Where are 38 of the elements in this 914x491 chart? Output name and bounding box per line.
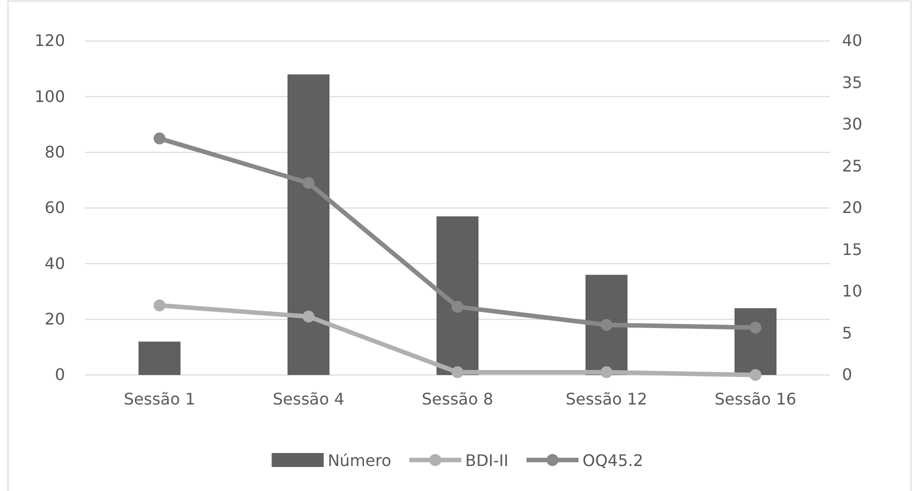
- point: [750, 322, 762, 334]
- point: [600, 366, 612, 378]
- y-tick-label: 100: [34, 86, 65, 106]
- y2-tick-label: 25: [842, 156, 862, 176]
- point: [750, 369, 762, 381]
- x-tick-label: Sessão 8: [422, 389, 494, 408]
- bar: [734, 308, 776, 375]
- y2-tick-label: 35: [842, 72, 862, 92]
- x-tick-label: Sessão 1: [124, 389, 196, 408]
- point: [154, 300, 166, 312]
- point: [452, 366, 464, 378]
- x-tick-label: Sessão 16: [714, 389, 796, 408]
- y-tick-label: 60: [44, 198, 65, 218]
- bar: [138, 342, 180, 375]
- y-tick-label: 40: [44, 254, 65, 273]
- x-tick-label: Sessão 12: [566, 389, 648, 408]
- point: [302, 310, 314, 322]
- y-tick-label: 120: [34, 31, 65, 50]
- legend-label: Número: [328, 451, 392, 470]
- bar: [436, 216, 478, 375]
- point: [452, 300, 464, 313]
- legend-label: OQ45.2: [582, 451, 644, 470]
- y-tick-label: 20: [44, 309, 65, 328]
- point: [154, 132, 166, 144]
- bar: [288, 74, 330, 375]
- y2-tick-label: 20: [842, 198, 862, 218]
- y2-tick-label: 5: [842, 323, 852, 342]
- point: [302, 177, 314, 189]
- x-tick-label: Sessão 4: [272, 389, 344, 408]
- y2-tick-label: 15: [842, 240, 862, 259]
- y2-tick-label: 40: [842, 31, 862, 50]
- point: [600, 318, 612, 331]
- y2-tick-label: 30: [842, 114, 862, 134]
- y-tick-label: 0: [54, 365, 65, 384]
- y-tick-label: 80: [44, 142, 65, 162]
- y2-tick-label: 0: [842, 365, 852, 384]
- legend-label: BDI-II: [465, 451, 508, 470]
- y2-tick-label: 10: [842, 282, 862, 301]
